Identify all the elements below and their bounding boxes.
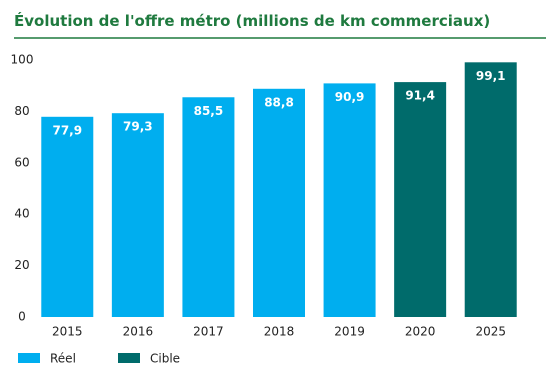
chart-title: Évolution de l'offre métro (millions de …	[14, 11, 490, 30]
x-tick-label: 2018	[264, 325, 295, 339]
legend-swatch	[118, 353, 140, 363]
value-label: 99,1	[476, 69, 506, 83]
bar	[464, 62, 517, 317]
x-tick-label: 2017	[193, 325, 224, 339]
y-tick-label: 80	[14, 104, 29, 118]
x-tick-label: 2015	[52, 325, 83, 339]
bar	[323, 83, 376, 318]
bar	[111, 113, 164, 317]
y-tick-label: 60	[14, 155, 29, 169]
value-label: 91,4	[405, 89, 435, 103]
value-label: 90,9	[335, 90, 365, 104]
x-tick-label: 2019	[334, 325, 365, 339]
legend-label: Réel	[50, 352, 76, 366]
value-label: 88,8	[264, 95, 294, 109]
y-tick-label: 0	[18, 310, 26, 324]
x-tick-label: 2025	[475, 325, 506, 339]
x-tick-label: 2016	[123, 325, 154, 339]
bar	[253, 88, 305, 317]
legend-label: Cible	[150, 352, 180, 366]
bar	[182, 97, 235, 317]
y-tick-label: 100	[11, 53, 34, 67]
value-label: 77,9	[52, 123, 82, 137]
value-label: 79,3	[123, 120, 153, 134]
value-label: 85,5	[194, 104, 224, 118]
y-tick-label: 20	[14, 258, 29, 272]
x-tick-label: 2020	[405, 325, 436, 339]
bar	[41, 116, 94, 317]
bar	[394, 82, 447, 318]
y-tick-label: 40	[14, 207, 29, 221]
legend-swatch	[18, 353, 40, 363]
